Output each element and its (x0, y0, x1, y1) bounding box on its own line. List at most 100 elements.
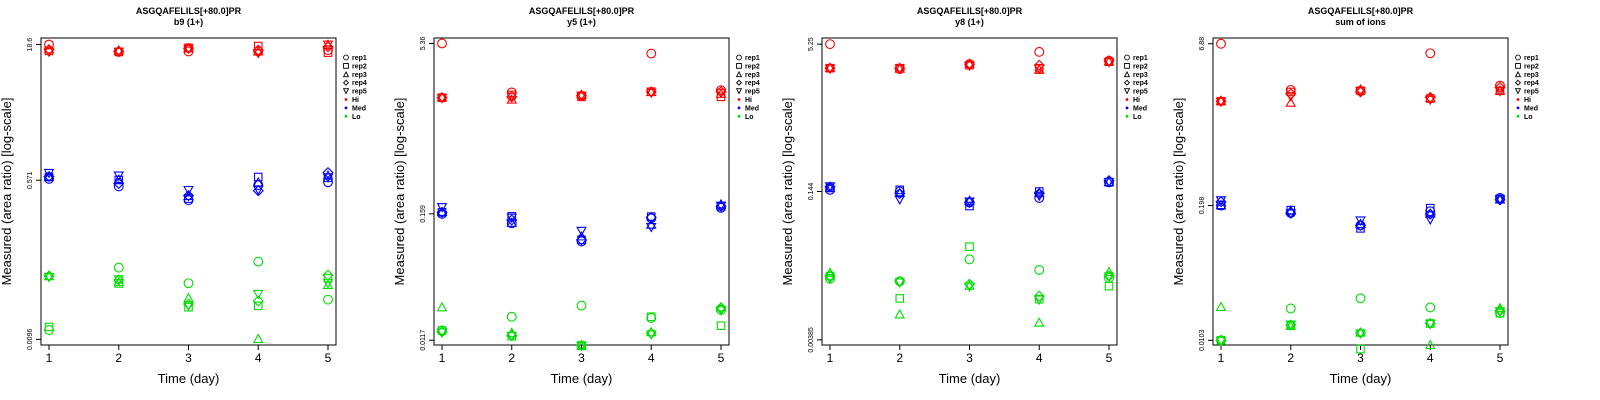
x-tick-label: 3 (1357, 351, 1364, 365)
x-tick-label: 3 (185, 351, 192, 365)
y-axis-label: Measured (area ratio) [log-scale] (1171, 98, 1186, 286)
legend-label: rep5 (745, 89, 760, 96)
legend-marker (735, 79, 743, 86)
data-point-lo-rep3 (824, 267, 836, 277)
data-point-med-rep5 (715, 201, 727, 212)
chart-title: ASGQAFELILS[+80.0]PR (529, 6, 635, 16)
legend-label: Med (745, 105, 759, 112)
data-point-lo-rep1 (183, 278, 194, 289)
data-point-med-rep5 (506, 213, 518, 224)
data-point-lo-rep5 (1285, 320, 1297, 331)
data-point-lo-rep5 (824, 274, 836, 284)
legend-marker (1123, 70, 1131, 78)
data-point-lo-rep5 (322, 279, 334, 289)
x-axis-label: Time (day) (1330, 371, 1392, 386)
legend-label: Lo (1133, 114, 1142, 121)
data-point-hi-rep5 (506, 92, 518, 103)
chart-title: ASGQAFELILS[+80.0]PR (136, 6, 242, 16)
legend-marker (343, 63, 349, 69)
data-point-hi-rep5 (645, 88, 657, 99)
plot-frame (433, 37, 730, 346)
data-point-hi-rep3 (436, 91, 448, 102)
data-point-med-rep1 (44, 173, 54, 184)
data-point-hi-rep5 (252, 49, 264, 59)
legend-label: rep5 (1133, 89, 1148, 96)
chart-subtitle: y8 (1+) (955, 17, 984, 27)
data-point-med-rep5 (252, 185, 264, 196)
data-point-hi-rep4 (1033, 59, 1045, 71)
legend-label: Hi (1524, 97, 1531, 104)
data-point-lo-rep3 (894, 308, 906, 319)
data-point-hi-rep1 (323, 45, 333, 56)
legend-marker (1516, 114, 1520, 118)
data-point-hi-rep5 (1424, 95, 1436, 106)
y-tick-label: 0.159 (420, 205, 427, 223)
data-point-lo-rep5 (252, 289, 264, 300)
data-point-lo-rep4 (252, 295, 264, 307)
data-point-hi-rep3 (824, 62, 836, 72)
data-point-lo-rep5 (1424, 319, 1436, 330)
data-point-hi-rep5 (1033, 64, 1045, 75)
data-point-lo-rep1 (506, 311, 517, 322)
legend-label: Lo (352, 114, 361, 121)
data-point-med-rep1 (437, 208, 447, 219)
legend-label: rep1 (745, 55, 760, 62)
legend-label: rep1 (352, 55, 367, 62)
data-point-hi-rep5 (964, 61, 975, 72)
x-tick-label: 5 (325, 351, 332, 365)
data-point-med-rep3 (113, 174, 125, 184)
data-point-hi-rep5 (436, 94, 448, 104)
data-point-hi-rep3 (645, 86, 657, 97)
data-point-lo-rep4 (1033, 290, 1045, 302)
legend-label: rep5 (1524, 89, 1539, 96)
data-point-med-rep4 (894, 187, 906, 200)
y-tick-label: 0.144 (808, 183, 815, 201)
data-point-lo-rep3 (1103, 266, 1115, 277)
y-tick-label: 5.36 (420, 37, 427, 51)
data-point-med-rep3 (894, 187, 906, 198)
legend-marker (735, 88, 743, 95)
legend-marker (343, 54, 349, 61)
data-point-med-rep5 (1424, 215, 1436, 226)
y-tick-label: 0.0103 (1199, 330, 1206, 352)
legend-marker (1124, 63, 1130, 69)
legend-label: rep4 (1133, 80, 1148, 87)
data-point-lo-rep5 (1033, 295, 1045, 306)
data-point-lo-rep2 (895, 294, 905, 303)
x-tick-label: 2 (508, 351, 515, 365)
x-tick-label: 4 (1427, 351, 1434, 365)
data-point-lo-rep1 (1495, 308, 1505, 319)
data-point-hi-rep5 (113, 47, 125, 58)
data-point-med-rep4 (645, 211, 657, 223)
data-point-lo-rep1 (576, 300, 587, 311)
data-point-lo-rep1 (1355, 293, 1366, 304)
legend-label: Med (1524, 105, 1538, 112)
data-point-hi-rep4 (322, 41, 334, 53)
data-point-med-rep5 (322, 173, 334, 183)
data-point-hi-rep1 (1425, 48, 1436, 59)
legend-label: Hi (352, 97, 359, 104)
data-point-med-rep3 (183, 190, 194, 201)
data-point-med-rep5 (576, 226, 587, 237)
chart-subtitle: y5 (1+) (567, 17, 596, 27)
data-point-med-rep4 (1424, 208, 1436, 220)
x-tick-label: 4 (1036, 351, 1043, 365)
legend-marker (737, 98, 741, 101)
data-point-lo-rep3 (183, 292, 194, 303)
data-point-lo-rep3 (436, 301, 448, 312)
data-point-med-rep5 (436, 203, 448, 213)
data-point-lo-rep5 (1494, 307, 1506, 317)
data-point-hi-rep3 (1285, 97, 1297, 107)
legend-marker (344, 98, 348, 101)
data-point-med-rep4 (575, 234, 588, 246)
data-point-med-rep5 (824, 182, 836, 192)
data-point-med-rep5 (1285, 209, 1297, 219)
data-point-med-rep4 (1354, 219, 1367, 232)
data-point-med-rep1 (576, 236, 587, 247)
data-point-med-rep5 (1355, 216, 1366, 227)
legend-label: rep4 (745, 80, 760, 87)
